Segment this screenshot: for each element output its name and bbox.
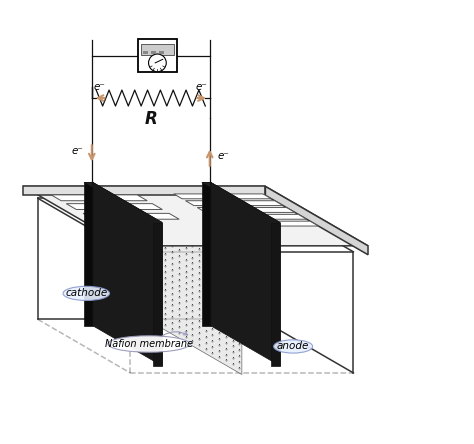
Polygon shape [23,186,368,246]
Polygon shape [271,222,280,366]
Polygon shape [202,182,280,222]
Polygon shape [84,182,93,326]
Text: e⁻: e⁻ [196,82,208,92]
Text: cathode: cathode [65,289,108,298]
Bar [141,44,173,55]
Bar [158,52,164,54]
Polygon shape [23,186,265,195]
Bar [151,52,156,54]
Polygon shape [221,221,319,226]
Polygon shape [66,204,163,210]
Polygon shape [149,186,242,375]
Text: anode: anode [277,341,310,352]
Polygon shape [84,182,162,222]
Text: Nafion membrane: Nafion membrane [105,339,193,349]
Polygon shape [173,194,271,199]
Ellipse shape [108,336,190,352]
Polygon shape [197,207,295,212]
Circle shape [148,54,166,72]
Polygon shape [154,222,162,366]
Bar [143,52,148,54]
Polygon shape [265,186,368,255]
Text: R: R [145,111,157,128]
Text: e⁻: e⁻ [94,82,106,92]
Ellipse shape [273,340,312,353]
Polygon shape [209,214,307,219]
Ellipse shape [63,286,109,301]
Text: e⁻: e⁻ [218,151,229,161]
Polygon shape [211,182,280,366]
Polygon shape [93,182,162,366]
Polygon shape [83,214,179,219]
FancyBboxPatch shape [138,39,177,72]
Polygon shape [185,201,283,206]
Polygon shape [51,195,147,201]
Polygon shape [202,182,211,326]
Text: e⁻: e⁻ [72,146,84,156]
